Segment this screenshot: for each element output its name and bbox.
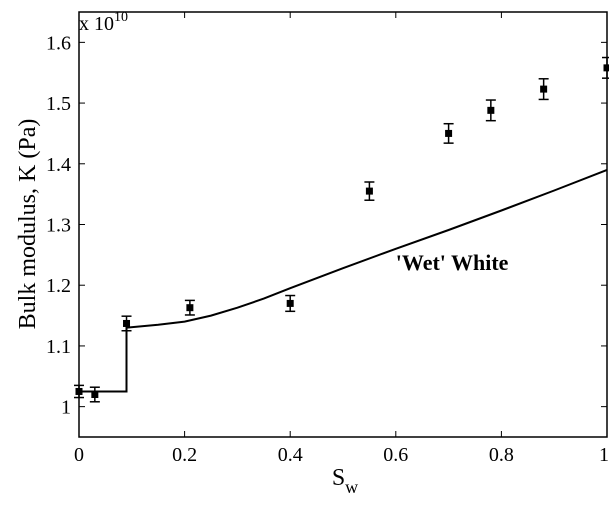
y-multiplier-base: x 10: [79, 13, 114, 35]
point-marker: [186, 304, 194, 312]
x-ticks: 0 0.2 0.4 0.6 0.8 1: [74, 12, 609, 466]
x-axis-label: Sw: [332, 465, 358, 497]
data-point: [485, 99, 496, 122]
point-marker: [445, 129, 453, 137]
x-tick-label: 0: [74, 444, 84, 466]
x-tick-label: 0.8: [489, 444, 514, 466]
point-marker: [540, 85, 548, 93]
point-marker: [123, 319, 131, 327]
data-point: [184, 299, 195, 316]
x-tick-label: 0.6: [383, 444, 408, 466]
y-tick-label: 1.2: [46, 275, 71, 297]
x-axis-label-main: S: [332, 465, 345, 491]
x-tick-label: 1: [599, 444, 609, 466]
data-point: [443, 122, 454, 144]
plot-frame: [78, 11, 608, 438]
y-tick-label: 1.3: [46, 215, 71, 237]
data-point: [538, 78, 549, 101]
y-tick-label: 1.1: [46, 336, 71, 358]
points-layer: [74, 56, 609, 403]
y-tick-label: 1.4: [46, 154, 71, 176]
y-multiplier-exp: 10: [114, 10, 128, 25]
annotation-label: 'Wet' White: [396, 250, 509, 275]
y-ticks: 1 1.1 1.2 1.3 1.4 1.5 1.6: [46, 32, 607, 419]
y-tick-label: 1.5: [46, 93, 71, 115]
y-axis-label: Bulk modulus, K (Pa): [15, 119, 41, 330]
y-multiplier: x 1010: [79, 10, 128, 35]
x-axis-label-sub: w: [345, 477, 358, 497]
data-point: [602, 56, 609, 79]
point-marker: [91, 391, 99, 398]
point-marker: [487, 106, 495, 114]
model-curve: [79, 168, 608, 393]
data-point: [285, 294, 296, 313]
point-marker: [75, 387, 83, 395]
point-marker: [286, 299, 294, 307]
y-tick-label: 1: [61, 397, 71, 419]
point-marker: [365, 187, 373, 195]
x-tick-label: 0.2: [172, 444, 197, 466]
line-layer: [79, 168, 608, 393]
y-tick-label: 1.6: [46, 32, 71, 54]
data-point: [74, 384, 84, 399]
data-point: [364, 181, 375, 201]
data-point: [89, 386, 100, 403]
x-tick-label: 0.4: [278, 444, 303, 466]
point-marker: [603, 64, 609, 72]
data-point: [121, 315, 132, 332]
